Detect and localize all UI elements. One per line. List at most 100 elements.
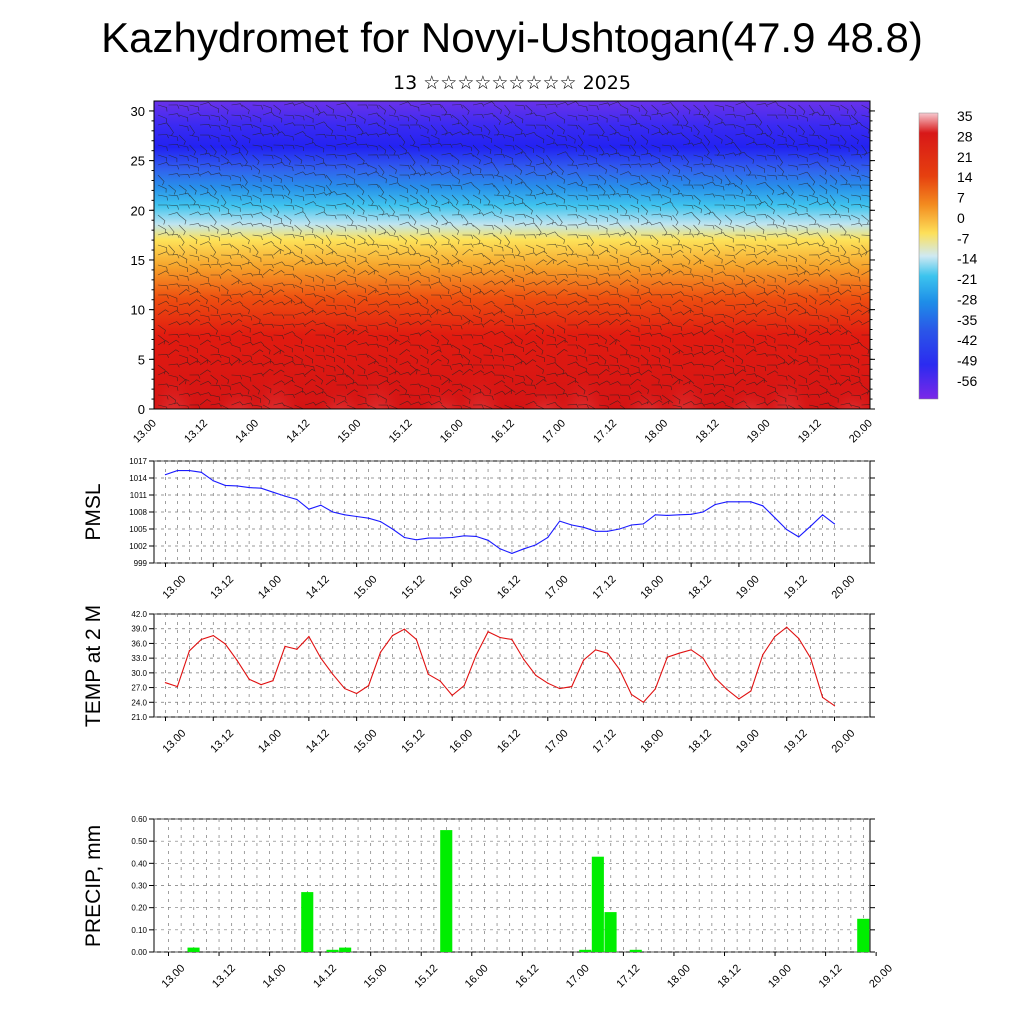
- wind-barb: [241, 222, 254, 227]
- wind-barb: [619, 144, 631, 150]
- wind-barb: [199, 114, 211, 120]
- wind-barb: [829, 174, 838, 185]
- wind-barb: [651, 344, 661, 353]
- wind-barb: [787, 204, 797, 214]
- wind-barb: [651, 324, 662, 331]
- data-point: [224, 643, 226, 645]
- wind-barb: [493, 390, 506, 396]
- wind-barb: [430, 304, 439, 315]
- wind-barb: [525, 154, 532, 166]
- wind-barb: [315, 334, 327, 339]
- wind-barb: [777, 344, 789, 350]
- wind-barb: [777, 164, 785, 176]
- wind-barb: [546, 324, 555, 335]
- x-tick-label-group: 15.00: [336, 417, 364, 445]
- colorbar-label: -7: [957, 230, 970, 246]
- wind-barb: [661, 344, 671, 354]
- wind-barb: [808, 314, 820, 320]
- wind-barb: [735, 320, 747, 326]
- colorbar-label: 7: [957, 190, 965, 206]
- wind-barb: [682, 211, 695, 216]
- wind-barb: [745, 391, 758, 396]
- wind-barb: [829, 329, 841, 336]
- wind-barb: [840, 174, 848, 185]
- wind-barb: [430, 334, 439, 345]
- wind-barb: [325, 374, 337, 381]
- wind-barb: [493, 289, 505, 296]
- wind-barb: [735, 204, 746, 212]
- wind-barb: [777, 184, 785, 195]
- wind-barb: [483, 261, 495, 266]
- wind-barb: [378, 124, 387, 134]
- wind-barb: [514, 284, 525, 291]
- wind-barb: [157, 324, 166, 335]
- wind-barb: [598, 320, 611, 326]
- wind-barb: [409, 172, 422, 177]
- wind-barb: [336, 234, 347, 240]
- wind-barb: [315, 364, 325, 373]
- wind-barb: [357, 132, 369, 137]
- wind-barb: [703, 350, 716, 356]
- data-point: [606, 530, 609, 532]
- wind-barb: [640, 291, 653, 296]
- x-tick-label-group: 16.00: [463, 962, 491, 990]
- wind-barb: [840, 194, 849, 204]
- wind-barb: [514, 344, 524, 352]
- wind-barb: [241, 194, 252, 201]
- wind-barb: [819, 284, 829, 293]
- wind-barb: [766, 101, 779, 106]
- wind-barb: [798, 213, 810, 218]
- wind-barb: [346, 324, 355, 335]
- wind-barb: [556, 144, 568, 149]
- wind-barb: [798, 384, 809, 390]
- wind-barb: [693, 214, 701, 225]
- wind-barb: [430, 394, 441, 401]
- data-point: [439, 680, 441, 682]
- wind-barb: [241, 144, 249, 156]
- wind-barb: [367, 334, 378, 341]
- wind-barb: [588, 390, 600, 396]
- wind-barb: [514, 254, 525, 261]
- wind-barb: [661, 102, 674, 106]
- x-tick-label: 14.12: [311, 962, 339, 990]
- wind-barb: [304, 142, 317, 146]
- x-tick-label: 14.00: [261, 962, 289, 990]
- wind-barb: [714, 164, 724, 172]
- wind-barb: [420, 354, 429, 364]
- wind-barb: [556, 174, 565, 184]
- wind-barb: [535, 214, 543, 226]
- wind-barb: [588, 234, 594, 246]
- wind-barb: [283, 379, 295, 386]
- wind-barb: [766, 344, 777, 352]
- wind-barb: [472, 184, 481, 195]
- wind-barb: [829, 284, 839, 292]
- wind-barb: [661, 144, 673, 150]
- wind-barb: [808, 201, 821, 206]
- wind-barb: [619, 312, 632, 317]
- wind-barb: [483, 134, 493, 143]
- wind-barb: [819, 114, 830, 120]
- wind-barb: [808, 214, 817, 225]
- x-tick-label-group: 17.00: [540, 417, 568, 445]
- wind-barb: [861, 270, 870, 276]
- wind-barb: [651, 213, 663, 218]
- wind-barb: [388, 214, 399, 221]
- wind-barb: [241, 360, 254, 366]
- wind-barb: [514, 144, 523, 155]
- wind-barb: [199, 304, 210, 312]
- wind-barb: [808, 174, 816, 186]
- wind-barb: [714, 214, 722, 226]
- wind-barb: [273, 114, 283, 123]
- wind-barb: [378, 334, 389, 341]
- wind-barb: [567, 194, 578, 201]
- wind-barb: [283, 164, 294, 172]
- wind-barb: [388, 380, 401, 386]
- data-point: [415, 539, 417, 541]
- data-point: [379, 521, 382, 523]
- wind-barb: [567, 124, 579, 130]
- wind-barb: [336, 384, 348, 389]
- wind-barb: [619, 304, 628, 315]
- wind-barb: [514, 234, 526, 239]
- data-point: [391, 528, 394, 530]
- wind-barb: [451, 324, 463, 330]
